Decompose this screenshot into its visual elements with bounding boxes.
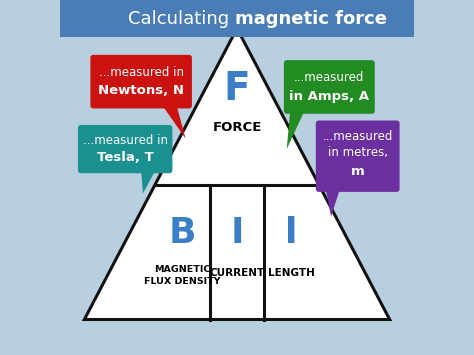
Text: Tesla, T: Tesla, T (97, 151, 154, 164)
Text: l: l (285, 215, 298, 250)
Text: ...measured: ...measured (322, 130, 393, 143)
Text: B: B (169, 215, 196, 250)
Text: in Amps, A: in Amps, A (289, 90, 369, 103)
Text: ...measured in: ...measured in (99, 66, 183, 79)
Text: I: I (230, 215, 244, 250)
FancyBboxPatch shape (91, 55, 192, 108)
Polygon shape (287, 111, 304, 149)
FancyBboxPatch shape (78, 125, 173, 173)
Polygon shape (326, 189, 340, 217)
Text: LENGTH: LENGTH (268, 268, 315, 278)
Text: F: F (224, 70, 250, 108)
Polygon shape (141, 170, 155, 193)
Text: in metres,: in metres, (328, 146, 388, 159)
FancyBboxPatch shape (284, 60, 375, 114)
Text: Calculating: Calculating (128, 10, 235, 28)
Polygon shape (84, 28, 390, 320)
Text: Newtons, N: Newtons, N (98, 84, 184, 97)
Text: CURRENT: CURRENT (210, 268, 264, 278)
Text: MAGNETIC
FLUX DENSITY: MAGNETIC FLUX DENSITY (144, 265, 220, 285)
Text: FORCE: FORCE (212, 121, 262, 134)
Polygon shape (163, 105, 185, 138)
Text: magnetic force: magnetic force (235, 10, 387, 28)
Text: m: m (351, 165, 365, 178)
FancyBboxPatch shape (316, 120, 400, 192)
Text: ...measured: ...measured (294, 71, 365, 84)
FancyBboxPatch shape (60, 0, 414, 37)
Text: ...measured in: ...measured in (82, 135, 168, 147)
